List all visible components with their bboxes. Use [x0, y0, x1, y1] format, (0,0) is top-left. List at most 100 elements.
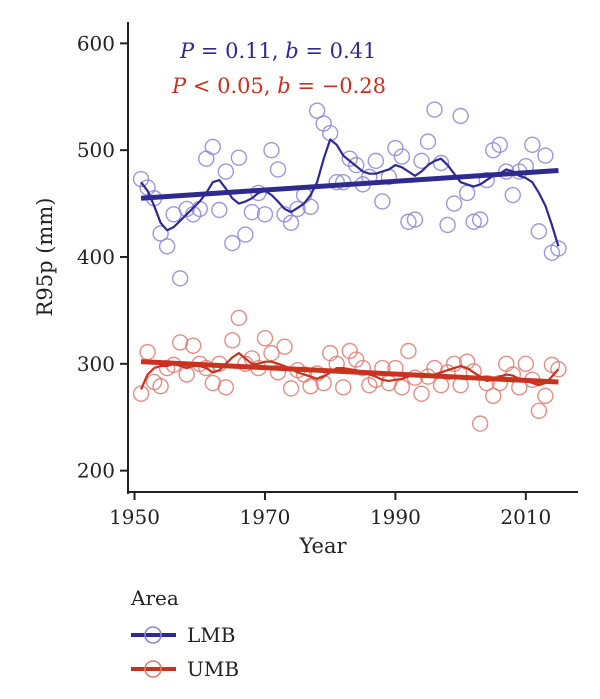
annotation-part: < 0.05,	[186, 74, 277, 98]
data-point-umb	[413, 385, 430, 402]
trend-line-umb	[140, 359, 559, 385]
data-point-lmb	[445, 195, 463, 212]
data-point-umb	[517, 355, 535, 373]
data-point-umb	[361, 376, 378, 394]
data-point-lmb	[243, 203, 261, 221]
annotation-part: = 0.11,	[194, 39, 285, 63]
data-point-lmb	[485, 141, 502, 159]
data-point-lmb	[204, 138, 221, 156]
data-point-lmb	[158, 238, 176, 255]
data-point-lmb	[289, 200, 306, 218]
annotation-part: b	[285, 39, 298, 63]
x-tick-label: 2010	[500, 505, 551, 529]
legend-marker-lmb	[144, 626, 162, 644]
data-point-umb	[321, 344, 339, 362]
data-point-lmb	[478, 171, 495, 189]
data-point-umb	[276, 338, 293, 355]
data-point-lmb	[282, 214, 300, 232]
data-point-umb	[485, 387, 502, 405]
data-point-lmb	[230, 149, 248, 166]
data-point-umb	[498, 355, 515, 373]
data-point-lmb	[256, 206, 274, 223]
data-point-lmb	[524, 136, 541, 154]
data-point-lmb	[439, 216, 456, 234]
annotation-part: P	[171, 74, 187, 98]
data-point-lmb	[308, 102, 326, 119]
data-point-lmb	[406, 211, 424, 228]
y-axis-title: R95p (mm)	[33, 198, 57, 317]
annotation-part: = 0.41	[299, 39, 377, 63]
data-point-lmb	[302, 198, 319, 215]
data-point-umb	[178, 366, 195, 383]
data-point-umb	[282, 380, 300, 397]
data-point-lmb	[432, 154, 450, 172]
data-point-umb	[354, 359, 371, 377]
y-tick-label: 500	[77, 138, 115, 162]
data-point-umb	[348, 351, 365, 368]
data-point-umb	[478, 374, 495, 392]
data-point-umb	[171, 334, 189, 351]
y-tick-label: 600	[77, 31, 115, 55]
data-point-lmb	[530, 223, 548, 240]
data-point-umb	[152, 378, 169, 395]
data-point-lmb	[374, 193, 391, 210]
annotation-part: = −0.28	[291, 74, 386, 98]
legend-title: Area	[130, 586, 179, 610]
data-point-umb	[256, 329, 274, 347]
data-point-lmb	[269, 161, 287, 178]
data-point-lmb	[341, 150, 358, 167]
legend-item-umb: UMB	[131, 657, 239, 681]
data-point-umb	[185, 337, 202, 354]
series-lmb	[132, 101, 567, 287]
legend-marker-umb	[144, 660, 162, 678]
data-point-lmb	[198, 150, 215, 167]
data-point-lmb	[537, 147, 554, 164]
annotation-umb: P < 0.05, b = −0.28	[171, 74, 386, 98]
x-axis-title: Year	[298, 534, 347, 558]
data-point-umb	[217, 379, 235, 396]
data-point-lmb	[413, 152, 430, 170]
annotation-part: b	[277, 74, 290, 98]
x-tick-label: 1970	[240, 505, 291, 529]
data-point-lmb	[263, 141, 280, 159]
annotation-lmb: P = 0.11, b = 0.41	[179, 39, 376, 63]
data-point-umb	[302, 378, 319, 395]
data-point-umb	[530, 402, 548, 420]
data-point-lmb	[132, 170, 150, 188]
series-umb	[132, 309, 567, 432]
legend-item-lmb: LMB	[131, 623, 235, 647]
data-point-lmb	[452, 107, 469, 125]
y-tick-label: 200	[77, 459, 115, 483]
x-tick-label: 1950	[109, 505, 160, 529]
data-point-lmb	[367, 152, 385, 170]
y-tick-label: 300	[77, 352, 115, 376]
data-point-lmb	[348, 156, 365, 174]
trend-line-lmb	[140, 167, 559, 201]
data-point-lmb	[504, 186, 521, 204]
data-point-lmb	[393, 148, 411, 165]
data-point-umb	[132, 385, 150, 402]
data-point-lmb	[217, 163, 235, 180]
data-point-lmb	[465, 213, 482, 230]
data-point-umb	[537, 387, 554, 405]
data-point-umb	[341, 342, 358, 360]
data-point-lmb	[400, 213, 417, 230]
y-tick-label: 400	[77, 245, 115, 269]
data-point-lmb	[224, 234, 241, 252]
data-point-umb	[445, 355, 463, 373]
data-point-umb	[335, 379, 352, 396]
data-point-lmb	[419, 133, 437, 150]
legend-label: UMB	[187, 657, 239, 681]
data-point-umb	[400, 342, 417, 360]
data-point-umb	[550, 360, 567, 378]
data-point-lmb	[387, 139, 404, 157]
data-point-lmb	[471, 211, 489, 228]
data-point-lmb	[458, 184, 476, 202]
data-point-lmb	[550, 240, 567, 257]
data-point-lmb	[171, 270, 189, 287]
data-point-umb	[224, 332, 241, 349]
x-tick-label: 1990	[370, 505, 421, 529]
smooth-line-lmb	[140, 138, 560, 247]
data-point-lmb	[491, 136, 508, 154]
